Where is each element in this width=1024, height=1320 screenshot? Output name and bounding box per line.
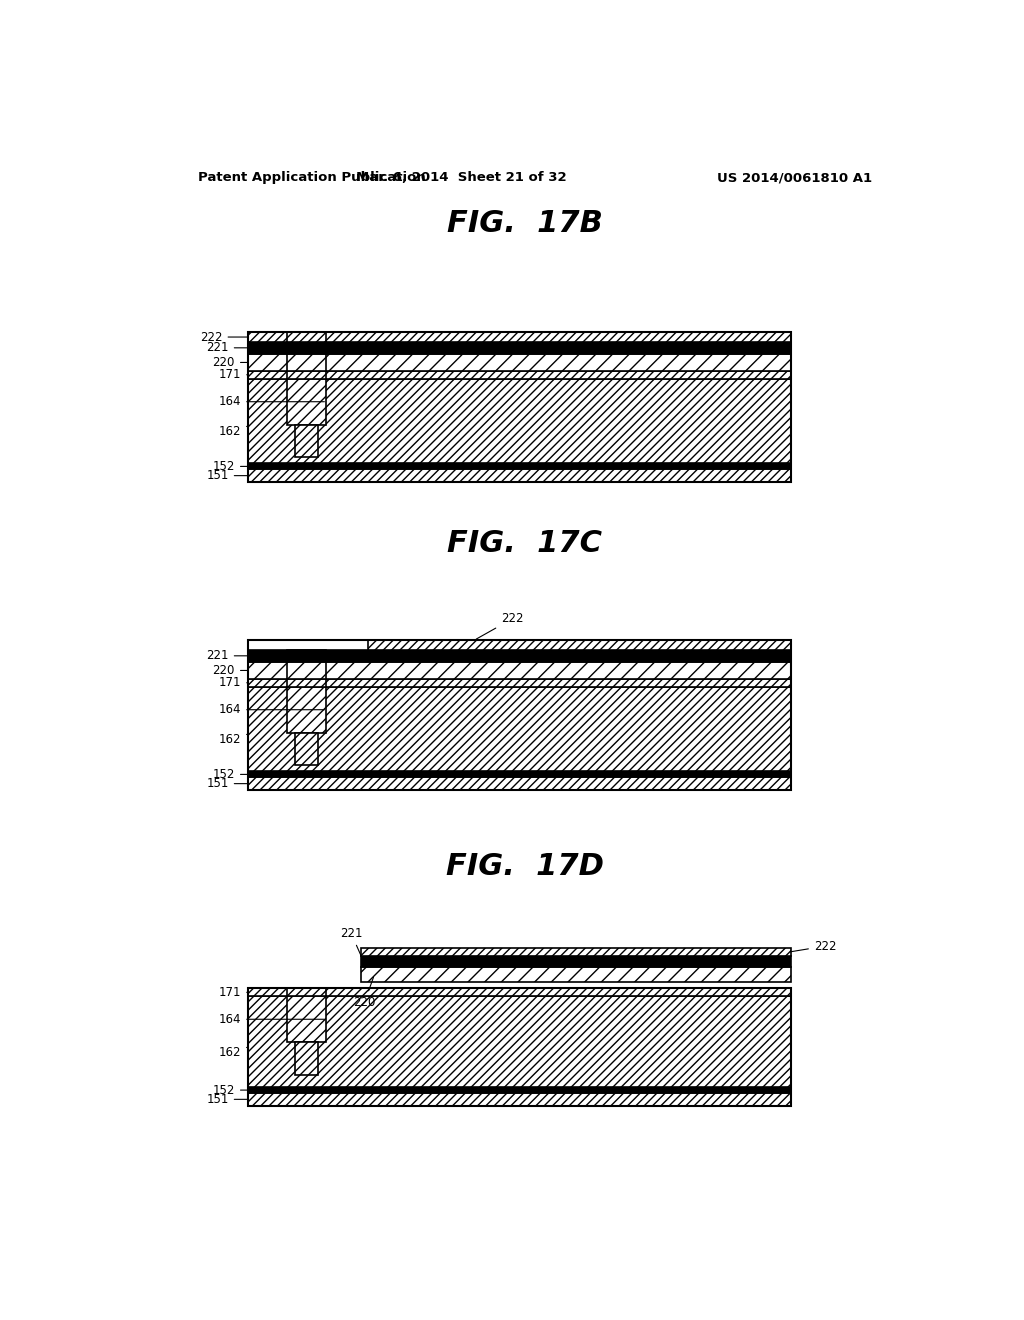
Bar [248, 777, 791, 789]
Bar [287, 649, 326, 663]
Bar [295, 425, 317, 457]
Bar [295, 1043, 317, 1074]
Bar [287, 663, 326, 678]
Text: 221: 221 [340, 927, 362, 958]
Text: 162: 162 [219, 1045, 249, 1059]
Bar [248, 686, 791, 771]
Bar [248, 663, 791, 678]
Text: 151: 151 [207, 1093, 249, 1106]
Bar [248, 678, 791, 686]
Text: 152: 152 [213, 1084, 249, 1097]
Text: 171: 171 [219, 676, 249, 689]
Bar [248, 989, 791, 997]
Bar [369, 640, 791, 649]
Text: 220: 220 [213, 664, 249, 677]
Bar [248, 379, 791, 463]
Bar [360, 956, 791, 966]
Text: 162: 162 [219, 425, 249, 438]
Bar [287, 379, 326, 425]
Text: 164: 164 [219, 1012, 325, 1026]
Bar [248, 640, 791, 789]
Bar [287, 989, 326, 997]
Bar [248, 354, 791, 371]
Text: 220: 220 [213, 356, 249, 370]
Text: 171: 171 [219, 368, 249, 381]
Text: 151: 151 [207, 469, 249, 482]
Bar [287, 371, 326, 379]
Text: 164: 164 [219, 704, 325, 717]
Bar [248, 371, 791, 379]
Bar [248, 649, 791, 663]
Bar [248, 463, 791, 470]
Text: 162: 162 [219, 733, 249, 746]
Bar [248, 333, 791, 342]
Bar [287, 997, 326, 1043]
Text: US 2014/0061810 A1: US 2014/0061810 A1 [717, 172, 872, 185]
Bar [287, 678, 326, 686]
Text: 152: 152 [213, 459, 249, 473]
Text: FIG.  17B: FIG. 17B [446, 210, 603, 239]
Text: FIG.  17D: FIG. 17D [445, 853, 604, 882]
Text: 222: 222 [791, 940, 837, 953]
Text: 221: 221 [206, 649, 249, 663]
Bar [248, 771, 791, 777]
Text: 222: 222 [200, 330, 249, 343]
Bar [248, 989, 791, 1106]
Bar [287, 354, 326, 371]
Text: 151: 151 [207, 777, 249, 791]
Text: 164: 164 [219, 395, 325, 408]
Bar [360, 948, 791, 956]
Text: Patent Application Publication: Patent Application Publication [198, 172, 426, 185]
Text: 152: 152 [213, 768, 249, 781]
Bar [248, 1088, 791, 1093]
Bar [287, 686, 326, 733]
Text: 222: 222 [476, 612, 523, 639]
Bar [248, 1093, 791, 1106]
Bar [287, 333, 326, 342]
Bar [248, 333, 791, 482]
Text: 171: 171 [219, 986, 249, 999]
Text: Mar. 6, 2014  Sheet 21 of 32: Mar. 6, 2014 Sheet 21 of 32 [356, 172, 566, 185]
Bar [248, 342, 791, 354]
Bar [295, 733, 317, 766]
Text: FIG.  17C: FIG. 17C [447, 529, 602, 558]
Text: 221: 221 [206, 342, 249, 354]
Bar [360, 968, 791, 982]
Bar [287, 342, 326, 354]
Bar [248, 997, 791, 1088]
Text: 220: 220 [353, 977, 376, 1010]
Bar [248, 470, 791, 482]
